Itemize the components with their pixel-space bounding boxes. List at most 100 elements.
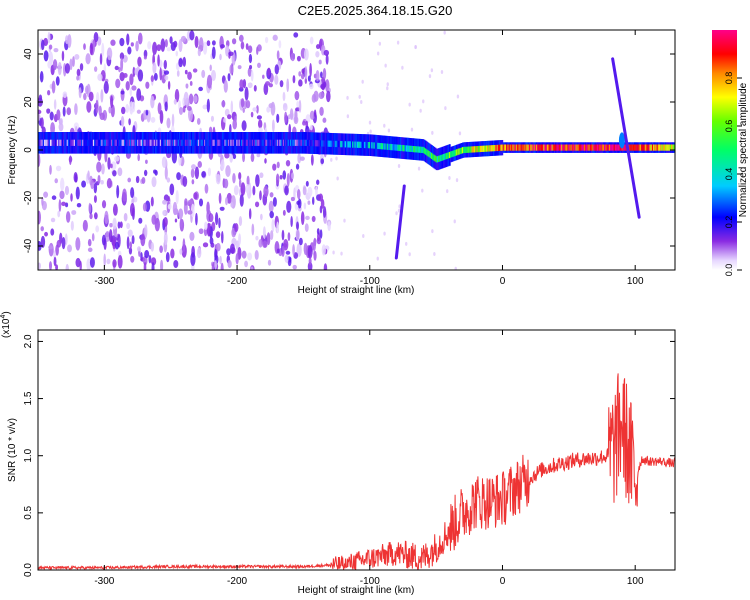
heatmap-cell (229, 64, 234, 75)
heatmap-cell (249, 64, 253, 70)
heatmap-cell (238, 34, 244, 42)
heatmap-cell (482, 145, 485, 152)
heatmap-cell (262, 74, 265, 79)
colorbar-tick-label: 0.4 (724, 168, 734, 181)
heatmap-cell (93, 195, 97, 203)
heatmap-cell (55, 139, 58, 146)
heatmap-cell (287, 139, 290, 146)
heatmap-cell (520, 144, 523, 151)
heatmap-cell (138, 139, 141, 146)
heatmap-cell (269, 211, 274, 219)
heatmap-cell (360, 141, 363, 148)
heatmap-cell (130, 42, 134, 47)
heatmap-cell (49, 164, 52, 175)
heatmap-cell (119, 52, 125, 60)
heatmap-cell (493, 145, 495, 152)
heatmap-cell (247, 82, 253, 89)
heatmap-cell (495, 144, 498, 152)
heatmap-cell (106, 47, 113, 61)
heatmap-cell (376, 256, 379, 261)
heatmap-cell (657, 144, 660, 151)
heatmap-cell (48, 139, 51, 146)
heatmap-cell (633, 144, 636, 151)
heatmap-cell (549, 144, 551, 151)
heatmap-cell (573, 144, 575, 151)
heatmap-cell (660, 144, 663, 151)
heatmap-cell (169, 36, 173, 44)
heatmap-cell (359, 141, 362, 148)
heatmap-cell (349, 141, 352, 148)
heatmap-cell (237, 139, 240, 146)
heatmap-cell (129, 139, 132, 146)
heatmap-cell (574, 144, 577, 151)
heatmap-cell (65, 139, 68, 146)
heatmap-cell (238, 178, 242, 188)
heatmap-cell (245, 43, 249, 50)
heatmap-cell (214, 139, 217, 146)
heatmap-cell (145, 159, 148, 164)
heatmap-cell (307, 75, 311, 82)
heatmap-cell (312, 140, 315, 147)
heatmap-cell (389, 143, 391, 151)
heatmap-cell (575, 144, 578, 151)
heatmap-cell (198, 198, 204, 207)
heatmap-cell (553, 144, 556, 151)
heatmap-cell (57, 210, 61, 218)
heatmap-cell (66, 107, 72, 116)
heatmap-cell (120, 88, 125, 102)
heatmap-cell (123, 139, 126, 146)
heatmap-cell (346, 114, 350, 119)
heatmap-cell (415, 146, 418, 153)
heatmap-cell (215, 231, 221, 239)
heatmap-cell (159, 139, 162, 146)
heatmap-cell (385, 143, 388, 150)
heatmap-cell (305, 180, 309, 187)
heatmap-cell (431, 229, 434, 234)
heatmap-cell (323, 140, 326, 147)
heatmap-cell (294, 90, 300, 101)
heatmap-cell (500, 144, 503, 151)
heatmap-cell (136, 246, 142, 252)
heatmap-cell (189, 139, 192, 146)
heatmap-cell (83, 93, 87, 101)
heatmap-cell (218, 139, 221, 146)
heatmap-cell (490, 145, 493, 152)
heatmap-cell (587, 144, 590, 151)
heatmap-cell (532, 144, 535, 151)
heatmap-cell (52, 59, 58, 71)
heatmap-cell (242, 107, 245, 113)
heatmap-cell (245, 183, 250, 194)
heatmap-cell (644, 144, 647, 151)
heatmap-cell (82, 219, 88, 232)
heatmap-cell (397, 163, 401, 168)
heatmap-cell (401, 144, 403, 152)
heatmap-cell (159, 67, 162, 81)
heatmap-cell (309, 124, 313, 131)
heatmap-cell (619, 144, 622, 151)
heatmap-cell (219, 206, 225, 211)
heatmap-cell (543, 144, 546, 151)
heatmap-cell (284, 254, 289, 263)
heatmap-cell (266, 106, 271, 113)
heatmap-cell (519, 144, 522, 151)
heatmap-cell (170, 139, 173, 146)
heatmap-cell (205, 139, 208, 146)
heatmap-cell (296, 55, 301, 62)
heatmap-cell (47, 89, 51, 96)
heatmap-cell (386, 86, 389, 91)
heatmap-cell (196, 247, 202, 259)
heatmap-cell (40, 226, 44, 232)
heatmap-cell (129, 202, 135, 217)
heatmap-cell (226, 40, 230, 48)
heatmap-cell (387, 143, 390, 150)
heatmap-cell (81, 180, 87, 188)
figure-title: C2E5.2025.364.18.15.G20 (298, 3, 453, 18)
heatmap-cell (466, 146, 469, 153)
heatmap-cell (55, 165, 62, 172)
heatmap-cell (223, 118, 227, 123)
heatmap-cell (516, 144, 519, 151)
heatmap-cell (420, 146, 422, 153)
heatmap-cell (328, 140, 331, 147)
heatmap-cell (40, 235, 46, 248)
